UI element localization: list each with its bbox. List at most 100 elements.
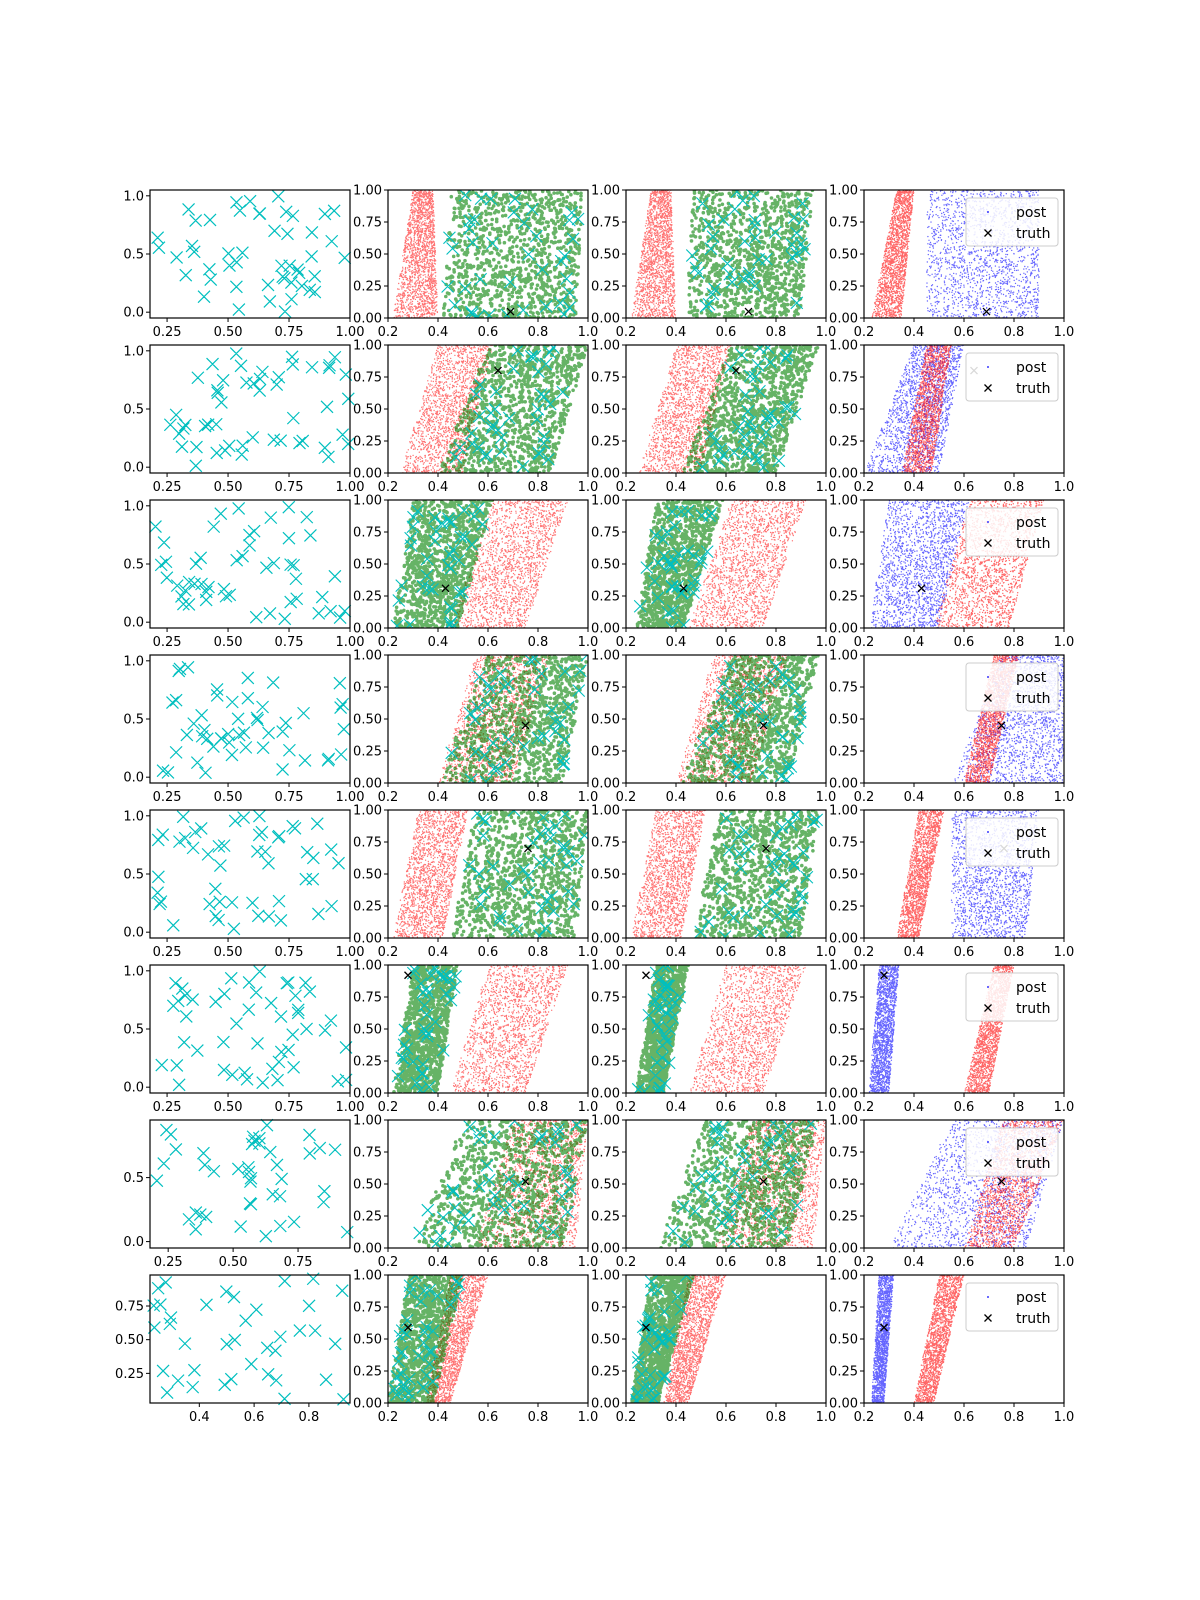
x-tick-label: 0.25 [153,480,182,495]
sample-markers [666,1120,818,1248]
x-tick-label: 0.50 [214,790,243,805]
subplot-samples: 0.25 0.50 0.75 1.00 0.0 0.5 1.0 [123,344,364,495]
x-tick-label: 1.0 [578,325,599,340]
y-tick-label: 0.75 [115,1299,144,1314]
posterior-predictive-points [630,1275,695,1403]
subplot-samples: 0.25 0.50 0.75 1.00 0.0 0.5 1.0 [123,654,364,805]
y-tick-label: 1.00 [353,339,382,354]
y-tick-label: 1.00 [591,649,620,664]
y-tick-label: 0.25 [353,590,382,605]
y-tick-label: 0.0 [123,926,144,941]
x-tick-label: 0.2 [378,945,399,960]
y-tick-label: 0.00 [829,467,858,482]
y-tick-label: 0.00 [353,1397,382,1412]
x-tick-label: 0.8 [528,945,549,960]
x-tick-label: 0.8 [528,1410,549,1425]
y-tick-label: 0.75 [829,371,858,386]
subplot-predictive: 0.2 0.4 0.6 0.8 1.0 0.00 0.25 0.50 0.75 1.00 [353,1114,598,1271]
axes-frame [149,1119,351,1249]
x-tick-label: 0.4 [904,1100,925,1115]
legend-truth-label: truth [1016,1311,1050,1327]
x-tick-label: 1.00 [336,635,365,650]
x-tick-label: 0.4 [904,480,925,495]
y-tick-label: 0.00 [591,1087,620,1102]
subplot-samples: 0.25 0.50 0.75 1.00 0.0 0.5 1.0 [123,499,364,650]
y-tick-label: 1.00 [829,649,858,664]
sample-markers [147,1272,350,1406]
subplot-predictive: 0.2 0.4 0.6 0.8 1.0 0.00 0.25 0.50 0.75 1.00 [591,804,836,961]
x-tick-label: 1.0 [578,1100,599,1115]
y-tick-label: 1.00 [591,1269,620,1284]
x-tick-label: 0.4 [666,945,687,960]
x-tick-label: 0.2 [616,1410,637,1425]
x-tick-label: 1.0 [1054,790,1075,805]
x-tick-label: 0.4 [904,1410,925,1425]
x-tick-label: 1.0 [1054,325,1075,340]
x-tick-label: 0.2 [854,325,875,340]
x-tick-label: 0.4 [189,1410,210,1425]
legend: post truth [965,1282,1059,1332]
x-tick-label: 0.50 [214,945,243,960]
truth-marker [404,1323,412,1332]
y-tick-label: 0.5 [123,713,144,728]
y-tick-label: 0.50 [829,558,858,573]
legend-truth-swatch [984,539,992,547]
legend-post-swatch [987,366,989,368]
x-tick-label: 0.4 [904,325,925,340]
post-points [950,810,1040,938]
x-tick-label: 0.50 [214,325,243,340]
y-tick-label: 0.00 [353,777,382,792]
sample-markers [631,965,687,1093]
sample-markers [696,659,807,783]
y-tick-label: 0.25 [829,1055,858,1070]
y-tick-label: 1.00 [591,1114,620,1129]
y-tick-label: 0.50 [591,558,620,573]
x-tick-label: 0.4 [428,945,449,960]
subplot-samples: 0.25 0.50 0.75 1.00 0.0 0.5 1.0 [123,809,364,960]
truth-marker [524,844,532,853]
legend-post-label: post [1016,825,1047,841]
y-tick-label: 0.50 [115,1333,144,1348]
x-tick-label: 1.00 [336,480,365,495]
x-tick-label: 0.2 [854,635,875,650]
sample-markers [391,965,462,1093]
axes-frame [149,964,351,1094]
x-tick-label: 0.8 [528,325,549,340]
subplot-predictive: 0.2 0.4 0.6 0.8 1.0 0.00 0.25 0.50 0.75 1.00 [591,1269,836,1426]
y-tick-label: 0.50 [353,1333,382,1348]
y-tick-label: 0.25 [353,1210,382,1225]
plot-area [393,190,585,318]
subplot-predictive: 0.2 0.4 0.6 0.8 1.0 0.00 0.25 0.50 0.75 1.00 [591,494,836,651]
legend-post-label: post [1016,1135,1047,1151]
y-tick-label: 0.75 [829,216,858,231]
y-tick-label: 0.5 [123,248,144,263]
subplot-posterior: post truth 0.2 0.4 0.6 0.8 1.0 0.00 0.25 0.50 0.75… [829,804,1074,961]
y-tick-label: 0.5 [123,1023,144,1038]
x-tick-label: 0.75 [275,945,304,960]
x-tick-label: 0.6 [954,945,975,960]
truth-marker [744,307,753,316]
subplot-predictive: 0.2 0.4 0.6 0.8 1.0 0.00 0.25 0.50 0.75 1.00 [591,959,836,1116]
legend-post-label: post [1016,360,1047,376]
x-tick-label: 0.4 [428,1410,449,1425]
y-tick-label: 0.5 [123,868,144,883]
y-tick-label: 1.00 [353,1269,382,1284]
x-tick-label: 1.00 [336,790,365,805]
subplot-posterior: post truth 0.2 0.4 0.6 0.8 1.0 0.00 0.25 0.50 0.75… [829,339,1074,496]
prior-predictive-points [452,965,569,1093]
y-tick-label: 0.25 [353,745,382,760]
x-tick-label: 0.2 [378,1255,399,1270]
plot-area [413,1120,588,1248]
x-tick-label: 0.6 [244,1410,265,1425]
truth-marker [982,307,991,316]
truth-marker [880,971,888,980]
y-tick-label: 1.00 [353,804,382,819]
plot-area [631,965,806,1093]
y-tick-label: 0.25 [591,1365,620,1380]
y-tick-label: 0.50 [829,713,858,728]
x-tick-label: 0.4 [904,1255,925,1270]
x-tick-label: 0.6 [478,635,499,650]
subplot-predictive: 0.2 0.4 0.6 0.8 1.0 0.00 0.25 0.50 0.75 1.00 [353,494,598,651]
y-tick-label: 1.00 [591,339,620,354]
x-tick-label: 0.75 [275,480,304,495]
